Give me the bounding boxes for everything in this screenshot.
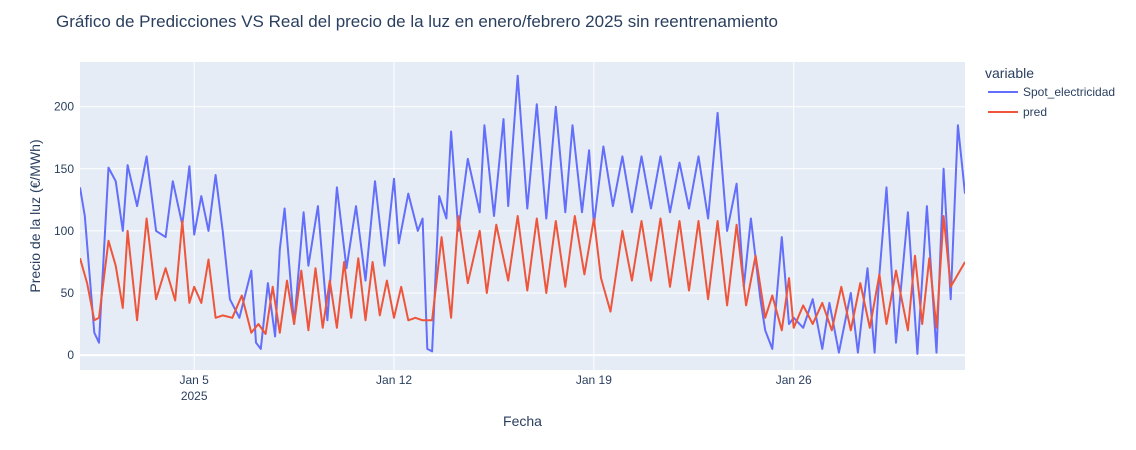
series-lines bbox=[80, 74, 965, 355]
legend-label: Spot_electricidad bbox=[1023, 85, 1115, 99]
x-tick-label: Jan 19 bbox=[576, 373, 612, 387]
chart-title: Gráfico de Predicciones VS Real del prec… bbox=[56, 12, 778, 31]
legend-item-pred[interactable]: pred bbox=[988, 105, 1047, 119]
series-line-Spot_electricidad bbox=[80, 74, 965, 355]
x-tick-label: Jan 12 bbox=[376, 373, 412, 387]
y-tick-label: 200 bbox=[54, 100, 74, 114]
y-tick-label: 150 bbox=[54, 162, 74, 176]
x-axis-title: Fecha bbox=[503, 413, 542, 429]
legend-label: pred bbox=[1023, 105, 1047, 119]
y-tick-label: 50 bbox=[61, 286, 75, 300]
plot-area bbox=[80, 62, 965, 370]
legend-item-Spot_electricidad[interactable]: Spot_electricidad bbox=[988, 85, 1115, 99]
y-tick-label: 100 bbox=[54, 224, 74, 238]
legend-title: variable bbox=[985, 65, 1034, 81]
axis-ticks: 0 50 100 150 200 Jan 5 2025 Jan 12 Jan 19 Jan 26 bbox=[54, 100, 812, 403]
x-tick-label: Jan 26 bbox=[776, 373, 812, 387]
x-tick-label: Jan 5 bbox=[180, 373, 210, 387]
series-line-pred bbox=[80, 215, 965, 335]
x-tick-sublabel: 2025 bbox=[181, 389, 208, 403]
y-tick-label: 0 bbox=[67, 348, 74, 362]
y-axis-title: Precio de la luz (€/MWh) bbox=[27, 139, 43, 292]
